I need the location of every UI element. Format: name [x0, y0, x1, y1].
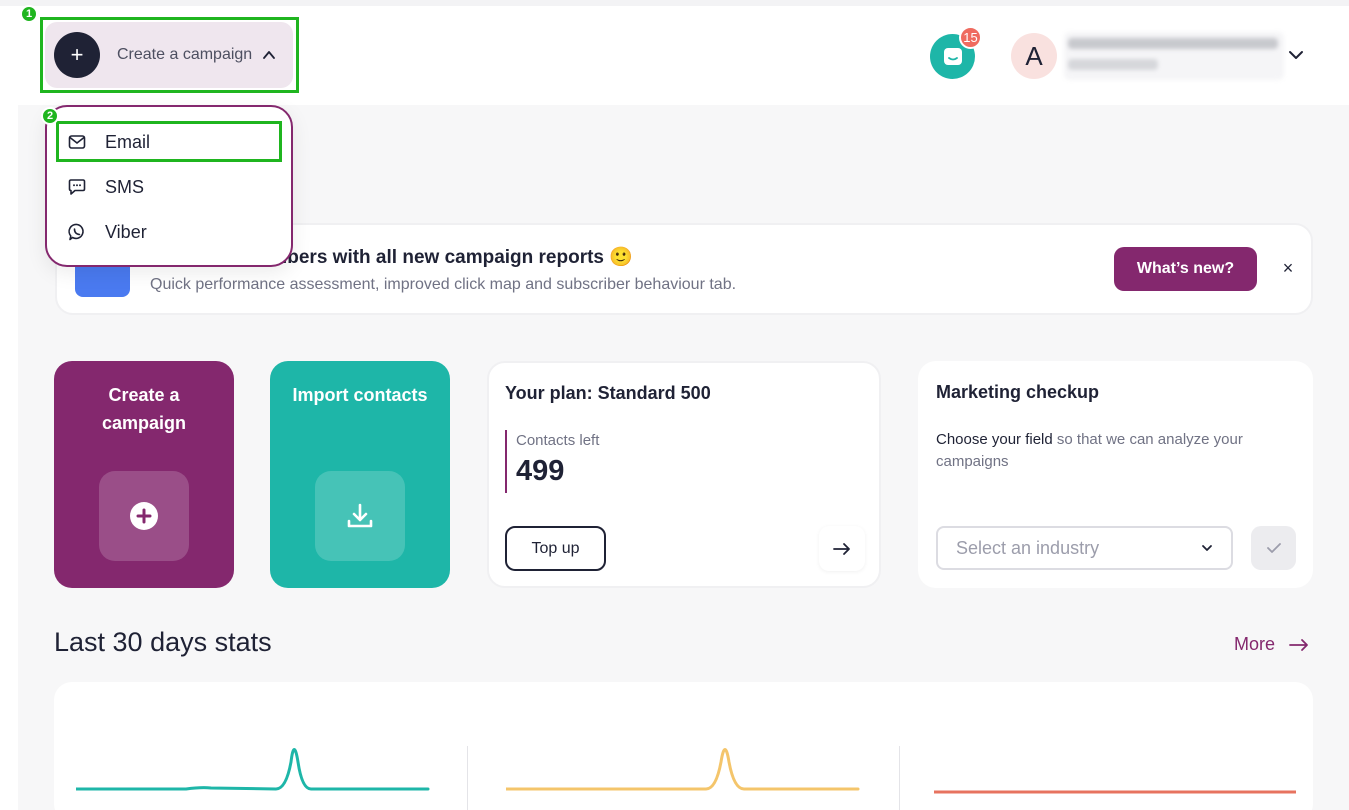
highlight-box-2 [56, 121, 282, 162]
chevron-up-icon [263, 51, 276, 59]
avatar[interactable]: A [1011, 33, 1057, 79]
accent-bar [505, 430, 507, 493]
dropdown-item-label: Email [105, 131, 151, 152]
create-campaign-card[interactable]: Create a campaign [54, 361, 234, 588]
industry-select[interactable]: Select an industry [936, 526, 1233, 570]
stats-divider [467, 746, 468, 810]
dropdown-item-label: Viber [105, 221, 147, 242]
stats-heading: Last 30 days stats [54, 627, 272, 657]
campaign-type-dropdown: Email SMS Viber [45, 105, 293, 267]
check-icon [1266, 543, 1281, 553]
envelope-icon [67, 132, 87, 152]
plan-card: Your plan: Standard 500 Contacts left 49… [487, 361, 881, 588]
top-up-button[interactable]: Top up [505, 526, 606, 571]
industry-select-placeholder: Select an industry [956, 537, 1100, 558]
stats-card [54, 682, 1313, 810]
close-icon[interactable]: × [1282, 257, 1294, 278]
arrow-right-icon [1289, 638, 1308, 651]
marketing-checkup-card: Marketing checkup Choose your field so t… [918, 361, 1313, 588]
create-campaign-card-title: Create a campaign [101, 385, 187, 433]
viber-icon [67, 222, 87, 242]
highlight-box-1 [40, 17, 299, 93]
import-contacts-card-title: Import contacts [292, 385, 428, 405]
checkup-description: Choose your field so that we can analyze… [936, 429, 1266, 473]
step-marker-2: 2 [41, 107, 59, 125]
dropdown-item-email[interactable]: Email [55, 123, 285, 161]
plan-title: Your plan: Standard 500 [505, 383, 711, 403]
step-marker-1: 1 [20, 5, 38, 23]
chevron-down-icon [1202, 545, 1212, 551]
sparkline-red [934, 790, 1296, 794]
checkup-desc-strong: Choose your field [936, 431, 1053, 448]
download-icon [315, 471, 405, 561]
stats-divider [899, 746, 900, 810]
contacts-left-value: 499 [516, 455, 565, 487]
dropdown-item-viber[interactable]: Viber [55, 213, 285, 251]
checkup-title: Marketing checkup [936, 382, 1100, 402]
confirm-industry-button[interactable] [1251, 526, 1296, 570]
import-contacts-card[interactable]: Import contacts [270, 361, 450, 588]
notification-count-badge: 15 [959, 26, 982, 49]
chat-bubble-icon [67, 177, 87, 197]
chat-icon [943, 47, 962, 65]
create-campaign-button[interactable]: + Create a campaign [45, 22, 293, 88]
contacts-left-label: Contacts left [516, 432, 600, 449]
create-campaign-label: Create a campaign [117, 46, 253, 63]
sparkline-yellow [506, 748, 860, 791]
chevron-down-icon[interactable] [1287, 46, 1305, 64]
plus-icon: + [54, 32, 100, 78]
dropdown-item-sms[interactable]: SMS [55, 168, 285, 206]
plus-circle-icon [99, 471, 189, 561]
campaign-reports-banner: ut your subscribers with all new campaig… [55, 223, 1313, 315]
more-link[interactable]: More [1234, 634, 1309, 655]
checkup-desc-rest: so that we can analyze your campaigns [936, 431, 1243, 470]
arrow-right-icon[interactable] [819, 526, 865, 571]
more-link-label: More [1234, 634, 1276, 654]
account-info-blurred[interactable] [1064, 32, 1284, 80]
whats-new-button[interactable]: What’s new? [1114, 247, 1257, 291]
dropdown-item-label: SMS [105, 176, 145, 197]
top-strip [0, 0, 1349, 6]
sparkline-teal [76, 748, 430, 791]
banner-subtitle: Quick performance assessment, improved c… [150, 276, 737, 293]
